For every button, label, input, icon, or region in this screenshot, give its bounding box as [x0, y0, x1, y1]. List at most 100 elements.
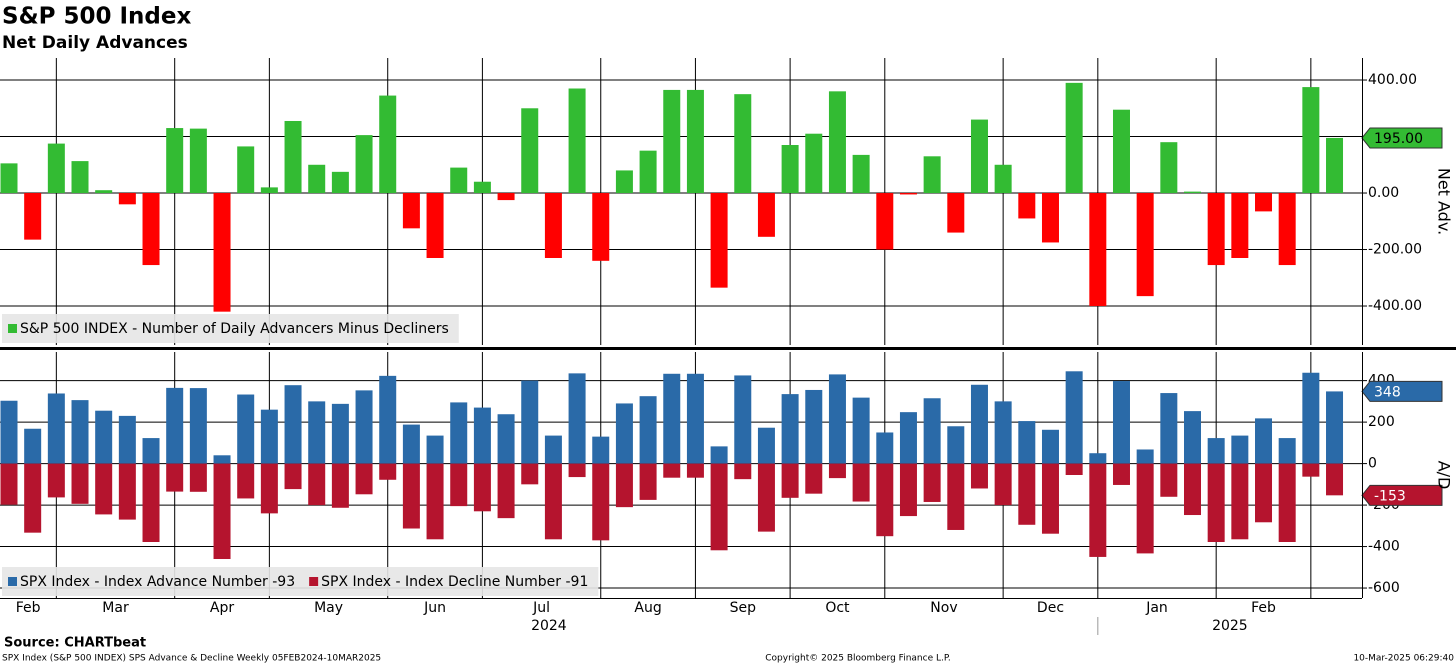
bar — [710, 446, 728, 464]
y-tick-label: -400.00 — [1368, 298, 1422, 314]
bar — [473, 463, 491, 512]
source: Source: CHARTbeat — [4, 636, 146, 651]
x-tick-label: Sep — [730, 600, 757, 616]
y-axis-title: Net Adv. — [1435, 168, 1454, 235]
bar — [308, 463, 326, 506]
bar — [757, 193, 775, 237]
x-tick-label: Oct — [825, 600, 850, 616]
legend-swatch — [8, 577, 17, 586]
bar — [1041, 429, 1059, 464]
bar — [947, 426, 965, 464]
bar — [450, 463, 468, 507]
bar — [308, 164, 326, 194]
bar — [994, 164, 1012, 194]
bar — [852, 397, 870, 464]
bar — [852, 154, 870, 194]
x-tick-label: Aug — [634, 600, 661, 616]
last-value-tag — [1361, 484, 1443, 506]
y-axis-title: A/D — [1435, 461, 1454, 490]
bar — [95, 410, 113, 464]
bar — [970, 463, 988, 489]
bar — [379, 375, 397, 464]
bar — [639, 463, 657, 500]
bar — [1112, 463, 1130, 485]
bar — [118, 415, 136, 464]
bar — [1112, 109, 1130, 194]
bar — [592, 193, 610, 261]
last-value-tag — [1361, 127, 1443, 149]
legend: S&P 500 INDEX - Number of Daily Advancer… — [2, 314, 459, 343]
bar — [284, 463, 302, 490]
timestamp: 10-Mar-2025 06:29:40 — [1353, 654, 1454, 664]
bar — [781, 463, 799, 498]
bar — [1041, 463, 1059, 534]
bar — [994, 463, 1012, 506]
bar — [497, 463, 515, 519]
year-label: 2025 — [1212, 618, 1248, 634]
bar — [142, 438, 160, 464]
bar — [1018, 463, 1036, 525]
legend-label: S&P 500 INDEX - Number of Daily Advancer… — [20, 321, 449, 337]
bar — [426, 193, 444, 258]
bar — [71, 463, 89, 504]
bar — [1065, 371, 1083, 464]
bar — [426, 463, 444, 540]
bar — [47, 463, 65, 498]
x-tick-label: Dec — [1037, 600, 1064, 616]
bar — [663, 89, 681, 194]
bar — [521, 108, 539, 194]
bar — [284, 385, 302, 464]
bar — [947, 193, 965, 233]
bar — [781, 145, 799, 194]
last-value-label: 195.00 — [1374, 131, 1423, 147]
bar — [355, 463, 373, 495]
x-tick-label: Feb — [16, 600, 41, 616]
bar — [1255, 193, 1273, 212]
bar — [142, 463, 160, 542]
bar — [615, 170, 633, 194]
x-tick-label: Nov — [930, 600, 957, 616]
bar — [213, 455, 231, 464]
x-tick-label: Jun — [423, 600, 446, 616]
bar — [1231, 435, 1249, 464]
bar — [1184, 191, 1201, 194]
bar — [1136, 449, 1154, 464]
bar — [95, 190, 113, 194]
description: SPX Index (S&P 500 INDEX) SPS Advance & … — [2, 654, 381, 664]
bar — [71, 161, 89, 194]
bar — [1278, 438, 1296, 464]
bar — [1065, 463, 1083, 475]
bar — [1207, 193, 1225, 266]
y-tick-label: -600 — [1368, 580, 1400, 596]
bar — [1326, 463, 1344, 496]
bar — [1089, 453, 1107, 464]
bar — [592, 463, 610, 541]
bar — [568, 88, 586, 194]
bar — [828, 91, 846, 194]
bar — [899, 463, 917, 517]
bar — [1089, 193, 1107, 307]
y-tick-label: 400.00 — [1368, 72, 1417, 88]
bar — [1255, 418, 1273, 464]
bar — [899, 193, 917, 195]
bar — [686, 89, 704, 194]
bar — [805, 389, 823, 464]
bar — [805, 133, 823, 194]
bar — [497, 414, 515, 464]
bar — [0, 163, 18, 194]
bar — [1231, 463, 1249, 540]
bar — [1302, 463, 1320, 477]
chart-title: S&P 500 Index — [2, 4, 191, 30]
x-tick-label: Feb — [1251, 600, 1276, 616]
bar — [166, 128, 184, 194]
bar — [166, 463, 184, 492]
bar — [166, 387, 184, 464]
bar — [237, 146, 255, 194]
bar — [781, 394, 799, 464]
copyright: Copyright© 2025 Bloomberg Finance L.P. — [765, 654, 950, 664]
bar — [47, 393, 65, 464]
bar — [213, 463, 231, 560]
bar — [331, 403, 349, 464]
year-label: 2024 — [531, 618, 567, 634]
